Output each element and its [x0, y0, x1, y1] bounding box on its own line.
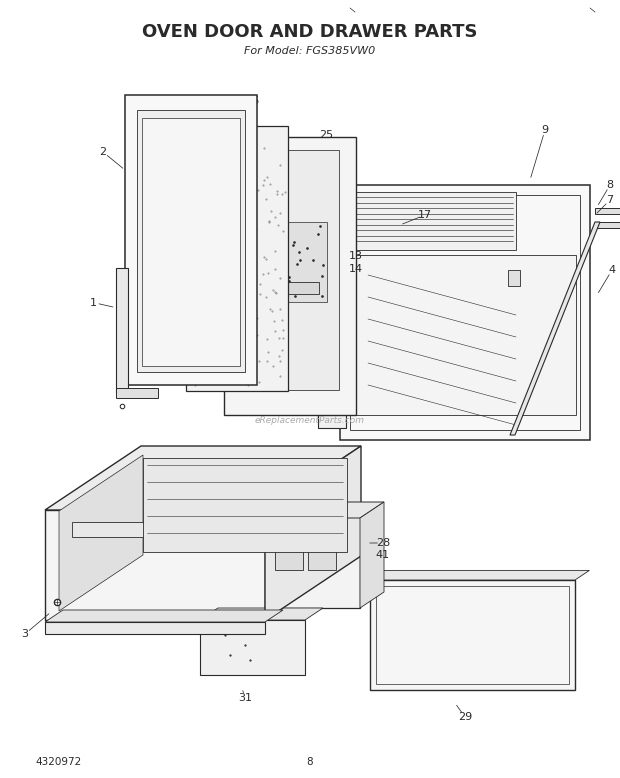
Text: 8: 8: [307, 757, 313, 767]
Polygon shape: [336, 266, 354, 290]
Polygon shape: [227, 182, 235, 198]
Polygon shape: [125, 95, 257, 385]
Polygon shape: [595, 222, 620, 228]
Polygon shape: [265, 446, 361, 620]
Text: 29: 29: [458, 712, 472, 722]
Text: 25: 25: [319, 130, 333, 140]
Polygon shape: [348, 192, 516, 250]
Polygon shape: [275, 538, 303, 570]
Text: 17: 17: [418, 210, 432, 220]
Polygon shape: [45, 622, 265, 634]
Polygon shape: [370, 580, 575, 690]
Polygon shape: [45, 610, 283, 622]
Polygon shape: [265, 502, 384, 518]
Polygon shape: [348, 255, 576, 415]
Polygon shape: [247, 222, 327, 302]
Text: 13: 13: [349, 251, 363, 261]
Polygon shape: [143, 458, 347, 552]
Polygon shape: [200, 620, 305, 675]
Polygon shape: [330, 275, 340, 288]
Polygon shape: [186, 126, 288, 391]
Polygon shape: [360, 502, 384, 608]
Text: 1: 1: [90, 298, 97, 307]
Polygon shape: [308, 538, 336, 570]
Polygon shape: [200, 608, 323, 620]
Text: OVEN DOOR AND DRAWER PARTS: OVEN DOOR AND DRAWER PARTS: [142, 23, 478, 41]
Polygon shape: [340, 185, 590, 440]
Polygon shape: [370, 570, 590, 580]
Polygon shape: [142, 118, 240, 366]
Polygon shape: [72, 474, 334, 522]
Text: 26: 26: [245, 96, 259, 106]
Polygon shape: [234, 150, 339, 390]
Text: eReplacementParts.com: eReplacementParts.com: [255, 415, 365, 425]
Text: 8: 8: [606, 180, 614, 190]
Text: 2: 2: [99, 147, 107, 157]
Polygon shape: [137, 110, 245, 372]
Text: 3: 3: [22, 629, 29, 639]
Text: 4320972: 4320972: [35, 757, 81, 767]
Polygon shape: [115, 268, 128, 393]
Text: 14: 14: [349, 264, 363, 274]
Text: 9: 9: [541, 125, 549, 135]
Text: 4: 4: [608, 265, 616, 275]
Text: 19: 19: [238, 369, 252, 379]
Polygon shape: [227, 312, 235, 328]
Text: For Model: FGS385VW0: For Model: FGS385VW0: [244, 46, 376, 56]
Text: 41: 41: [376, 550, 390, 560]
Polygon shape: [318, 158, 346, 428]
Polygon shape: [595, 208, 620, 214]
Text: 28: 28: [376, 538, 390, 548]
Polygon shape: [59, 455, 143, 611]
Text: 7: 7: [606, 195, 614, 205]
Polygon shape: [115, 387, 157, 398]
Polygon shape: [45, 510, 265, 620]
Polygon shape: [265, 518, 360, 608]
Polygon shape: [45, 446, 361, 510]
Text: 31: 31: [238, 693, 252, 703]
Text: 6: 6: [264, 384, 270, 394]
Polygon shape: [508, 270, 520, 286]
Polygon shape: [510, 222, 600, 435]
Text: 22: 22: [227, 107, 241, 117]
Polygon shape: [72, 522, 262, 537]
Polygon shape: [277, 282, 319, 294]
Polygon shape: [224, 137, 356, 415]
